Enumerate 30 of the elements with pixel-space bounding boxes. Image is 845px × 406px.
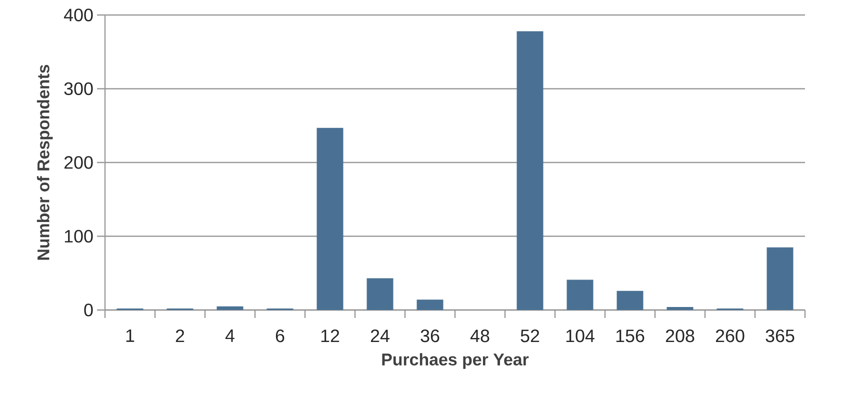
x-axis-title: Purchaes per Year bbox=[382, 353, 529, 369]
x-tick-label: 52 bbox=[520, 330, 540, 342]
x-tick-label: 6 bbox=[276, 330, 284, 342]
bar bbox=[516, 31, 544, 310]
y-tick-label: 0 bbox=[84, 304, 93, 316]
x-tick-label: 4 bbox=[225, 330, 234, 342]
x-tick-label: 24 bbox=[370, 330, 390, 342]
bar bbox=[616, 290, 644, 310]
bar bbox=[766, 247, 794, 310]
x-tick-label: 208 bbox=[666, 330, 694, 342]
x-tick-label: 104 bbox=[566, 330, 594, 342]
x-tick-label: 156 bbox=[616, 330, 644, 342]
y-tick-label: 300 bbox=[64, 82, 93, 96]
x-tick-label: 48 bbox=[470, 330, 490, 342]
y-tick-label: 100 bbox=[64, 230, 93, 243]
y-tick-label: 200 bbox=[64, 156, 93, 169]
x-tick-label: 2 bbox=[176, 330, 184, 342]
x-tick-label: 260 bbox=[716, 330, 744, 342]
bar bbox=[216, 306, 244, 310]
x-tick-label: 1 bbox=[126, 330, 134, 342]
x-tick-label: 12 bbox=[321, 330, 340, 342]
y-axis-title: Number of Respondents bbox=[36, 64, 53, 260]
bar bbox=[416, 300, 444, 310]
bar bbox=[316, 128, 344, 310]
x-tick-label: 36 bbox=[420, 330, 440, 342]
y-tick-label: 400 bbox=[64, 8, 93, 22]
bar bbox=[366, 278, 394, 310]
bar bbox=[566, 280, 594, 310]
x-tick-label: 365 bbox=[766, 330, 794, 342]
bar bbox=[666, 307, 694, 310]
